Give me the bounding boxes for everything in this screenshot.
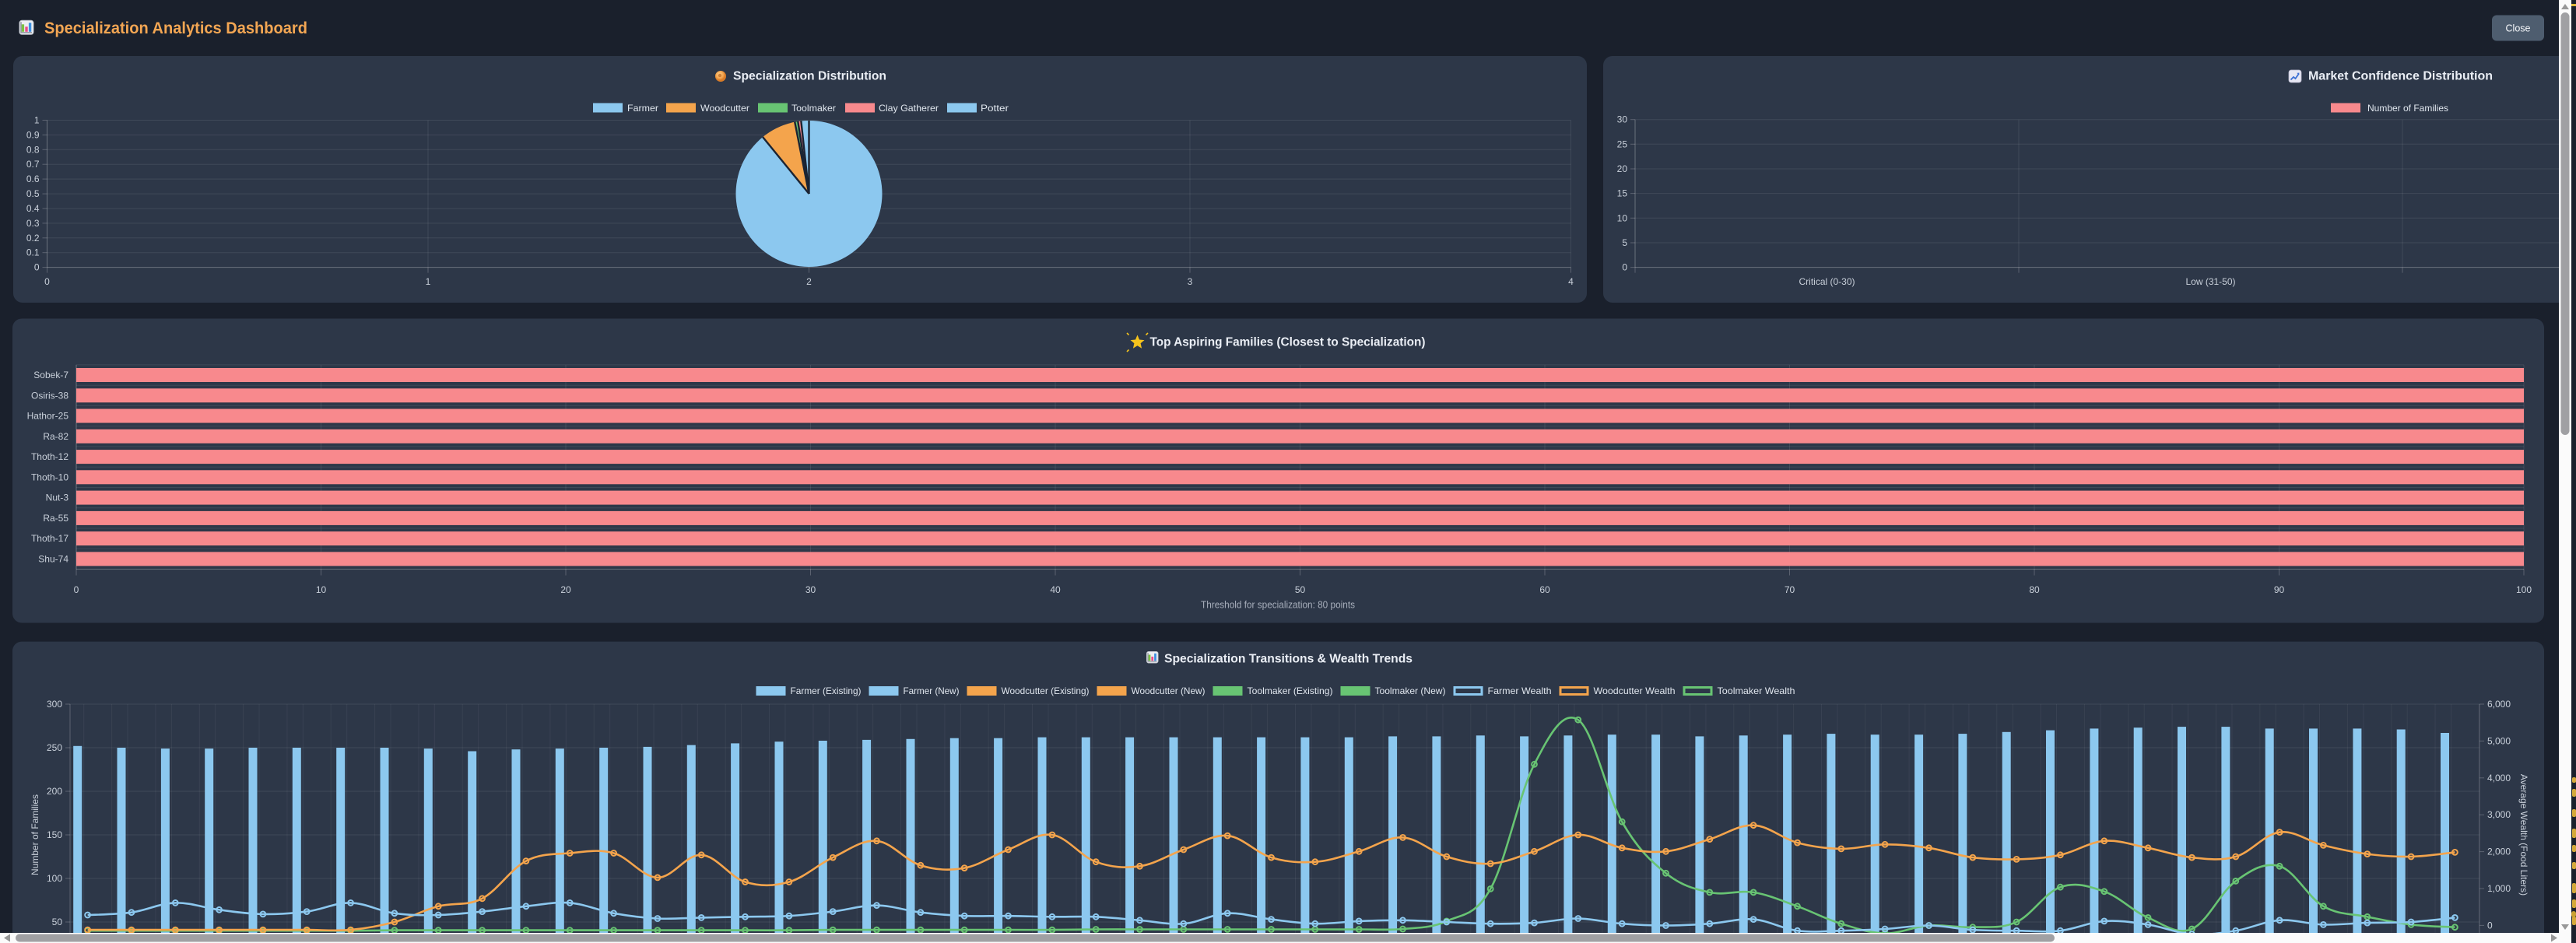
svg-text:100: 100: [47, 873, 62, 884]
svg-text:0.3: 0.3: [26, 218, 40, 229]
svg-text:Woodcutter (New): Woodcutter (New): [1132, 685, 1206, 696]
svg-text:2,000: 2,000: [2487, 847, 2511, 857]
svg-text:60: 60: [1539, 584, 1550, 595]
svg-text:Market Confidence Distribution: Market Confidence Distribution: [2308, 69, 2493, 82]
svg-text:0.2: 0.2: [26, 233, 40, 244]
svg-text:10: 10: [316, 584, 327, 595]
svg-text:2: 2: [806, 276, 812, 287]
svg-text:Farmer (New): Farmer (New): [904, 685, 960, 696]
svg-text:Average Wealth (Food Liters): Average Wealth (Food Liters): [2518, 774, 2529, 896]
svg-text:Farmer (Existing): Farmer (Existing): [791, 685, 862, 696]
svg-text:1: 1: [426, 276, 431, 287]
svg-text:0.6: 0.6: [26, 174, 40, 184]
svg-text:0.8: 0.8: [26, 144, 40, 155]
svg-text:Toolmaker: Toolmaker: [791, 103, 836, 114]
svg-text:Hathor-25: Hathor-25: [27, 411, 69, 422]
svg-text:Potter: Potter: [981, 103, 1009, 114]
svg-text:Thoth-12: Thoth-12: [31, 451, 68, 462]
svg-text:Threshold for specialization:: Threshold for specialization: 80 points: [1201, 600, 1355, 611]
svg-text:Woodcutter: Woodcutter: [700, 103, 749, 114]
svg-text:Specialization Transitions & W: Specialization Transitions & Wealth Tren…: [1164, 653, 1413, 666]
svg-text:3: 3: [1188, 276, 1193, 287]
svg-text:90: 90: [2274, 584, 2285, 595]
svg-text:0: 0: [44, 276, 50, 287]
svg-text:100: 100: [2516, 584, 2532, 595]
svg-text:5: 5: [1622, 237, 1627, 248]
svg-text:Toolmaker Wealth: Toolmaker Wealth: [1718, 685, 1795, 696]
svg-text:20: 20: [560, 584, 571, 595]
svg-text:Osiris-38: Osiris-38: [31, 390, 68, 401]
svg-text:150: 150: [47, 829, 62, 840]
svg-text:25: 25: [1617, 138, 1628, 149]
svg-text:80: 80: [2029, 584, 2040, 595]
svg-text:4: 4: [1568, 276, 1574, 287]
svg-text:Farmer: Farmer: [627, 103, 658, 114]
svg-text:0: 0: [2487, 920, 2493, 931]
svg-text:Specialization Analytics Dashb: Specialization Analytics Dashboard: [44, 19, 307, 37]
svg-text:Sobek-7: Sobek-7: [33, 370, 68, 380]
svg-text:30: 30: [1617, 114, 1628, 125]
svg-text:20: 20: [1617, 163, 1628, 174]
svg-text:0.4: 0.4: [26, 203, 40, 214]
svg-text:Farmer Wealth: Farmer Wealth: [1488, 685, 1552, 696]
svg-text:3,000: 3,000: [2487, 809, 2511, 820]
svg-text:Shu-74: Shu-74: [38, 553, 68, 564]
svg-text:Nut-3: Nut-3: [46, 493, 69, 503]
svg-text:6,000: 6,000: [2487, 699, 2511, 710]
svg-text:Number of Families: Number of Families: [2367, 103, 2448, 114]
svg-text:1: 1: [34, 115, 40, 126]
svg-text:0.9: 0.9: [26, 129, 40, 140]
svg-text:Number of Families: Number of Families: [30, 794, 40, 875]
svg-text:50: 50: [1295, 584, 1306, 595]
svg-text:0: 0: [1622, 262, 1627, 273]
svg-text:Top Aspiring Families (Closest: Top Aspiring Families (Closest to Specia…: [1150, 336, 1426, 349]
svg-text:Ra-55: Ra-55: [43, 513, 68, 524]
svg-text:Toolmaker (Existing): Toolmaker (Existing): [1248, 685, 1333, 696]
svg-text:Ra-82: Ra-82: [43, 431, 68, 442]
svg-text:10: 10: [1617, 212, 1628, 223]
svg-text:0.5: 0.5: [26, 188, 40, 199]
svg-text:0: 0: [74, 584, 79, 595]
svg-text:15: 15: [1617, 188, 1628, 199]
svg-text:Clay Gatherer: Clay Gatherer: [879, 103, 939, 114]
svg-text:Thoth-17: Thoth-17: [31, 533, 68, 544]
svg-text:0.7: 0.7: [26, 159, 40, 170]
svg-text:Critical (0-30): Critical (0-30): [1799, 276, 1855, 287]
svg-text:Woodcutter Wealth: Woodcutter Wealth: [1594, 685, 1676, 696]
svg-text:1,000: 1,000: [2487, 883, 2511, 894]
svg-text:Close: Close: [2506, 23, 2531, 34]
svg-text:Woodcutter (Existing): Woodcutter (Existing): [1002, 685, 1090, 696]
svg-text:4,000: 4,000: [2487, 773, 2511, 783]
svg-text:250: 250: [47, 742, 62, 753]
svg-text:70: 70: [1785, 584, 1795, 595]
svg-text:Toolmaker (New): Toolmaker (New): [1375, 685, 1446, 696]
svg-text:40: 40: [1050, 584, 1061, 595]
svg-text:50: 50: [52, 917, 63, 927]
svg-text:Low (31-50): Low (31-50): [2185, 276, 2235, 287]
svg-text:5,000: 5,000: [2487, 735, 2511, 746]
svg-text:0.1: 0.1: [26, 247, 40, 258]
svg-text:Thoth-10: Thoth-10: [31, 471, 68, 482]
svg-text:Specialization Distribution: Specialization Distribution: [733, 69, 886, 82]
svg-text:300: 300: [47, 699, 62, 710]
svg-text:200: 200: [47, 786, 62, 797]
svg-text:30: 30: [805, 584, 816, 595]
svg-text:0: 0: [34, 262, 40, 273]
